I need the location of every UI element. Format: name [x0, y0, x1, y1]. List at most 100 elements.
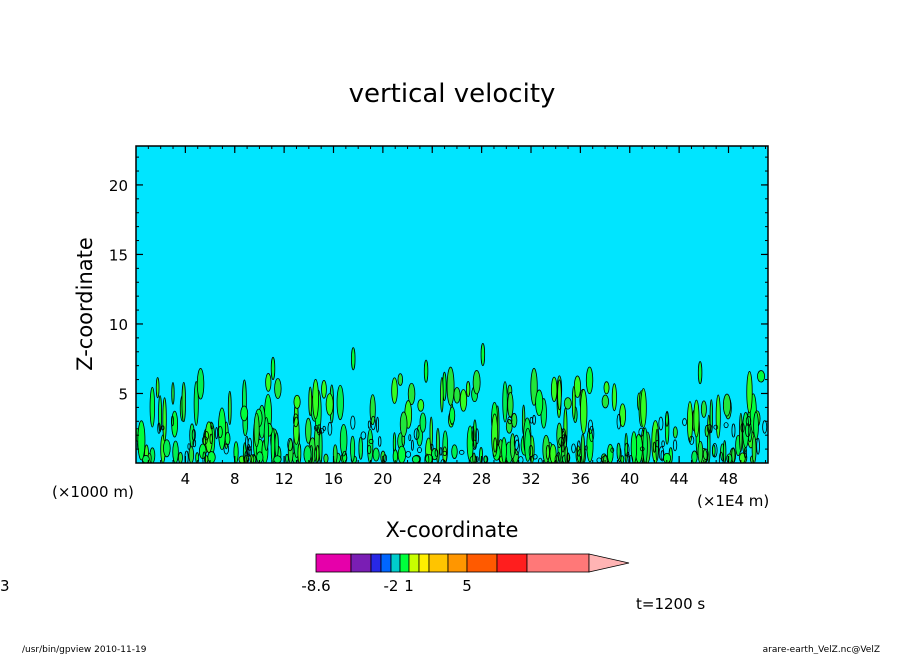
- downdraft-contour: [665, 411, 669, 427]
- updraft-contour: [697, 440, 704, 463]
- updraft-contour: [419, 412, 427, 433]
- downdraft-contour: [743, 447, 747, 459]
- updraft-contour: [318, 428, 323, 463]
- updraft-contour: [753, 411, 759, 441]
- colorbar-segment: [315, 553, 352, 573]
- updraft-contour: [611, 383, 617, 412]
- updraft-contour: [700, 400, 707, 418]
- colorbar-segment: [418, 553, 430, 573]
- colorbar-label: -2: [384, 577, 399, 595]
- y-tick-label: 5: [118, 385, 128, 403]
- updraft-contour: [171, 410, 178, 438]
- downdraft-contour: [475, 456, 479, 462]
- downdraft-contour: [434, 449, 439, 457]
- updraft-contour: [303, 445, 312, 463]
- downdraft-contour: [217, 425, 223, 439]
- updraft-contour: [155, 377, 160, 399]
- downdraft-contour: [376, 416, 379, 433]
- updraft-contour: [501, 437, 507, 463]
- downdraft-contour: [187, 443, 191, 450]
- downdraft-contour: [442, 450, 447, 456]
- x-unit-left: (×1000 m): [52, 483, 134, 501]
- updraft-contour: [429, 416, 433, 449]
- x-tick-label: 40: [620, 470, 639, 488]
- updraft-contour: [557, 379, 562, 411]
- downdraft-contour: [588, 425, 595, 442]
- updraft-contour: [178, 451, 183, 463]
- colorbar-segment: [380, 553, 392, 573]
- updraft-contour: [616, 442, 621, 460]
- downdraft-contour: [658, 416, 664, 431]
- downdraft-contour: [655, 439, 660, 448]
- downdraft-contour: [430, 443, 434, 451]
- updraft-contour: [399, 411, 408, 437]
- contour-band: [136, 343, 768, 463]
- downdraft-contour: [639, 446, 645, 452]
- downdraft-contour: [370, 415, 376, 431]
- updraft-contour: [550, 376, 558, 402]
- updraft-contour: [545, 444, 550, 460]
- downdraft-contour: [529, 416, 534, 424]
- updraft-contour: [321, 380, 327, 399]
- x-tick-label: 24: [423, 470, 442, 488]
- downdraft-contour: [439, 447, 443, 456]
- updraft-contour: [137, 420, 146, 461]
- updraft-contour: [722, 393, 731, 417]
- downdraft-contour: [360, 431, 367, 440]
- downdraft-contour: [658, 446, 665, 461]
- updraft-contour: [265, 373, 272, 392]
- colorbar-segment: [370, 553, 382, 573]
- updraft-contour: [449, 406, 456, 425]
- downdraft-contour: [616, 413, 622, 430]
- updraft-contour: [535, 389, 544, 417]
- colorbar-segment: [526, 553, 590, 573]
- y-tick-label: 10: [109, 316, 128, 334]
- updraft-contour: [502, 381, 508, 423]
- x-tick-label: 4: [181, 470, 191, 488]
- colorbar-segment: [408, 553, 420, 573]
- x-tick-label: 28: [472, 470, 491, 488]
- updraft-contour: [240, 405, 249, 422]
- updraft-contour: [606, 443, 614, 463]
- updraft-contour: [315, 445, 320, 463]
- downdraft-contour: [587, 419, 594, 434]
- colorbar: [315, 553, 630, 573]
- updraft-contour: [601, 394, 609, 409]
- plot-area: [135, 145, 769, 464]
- updraft-contour: [757, 370, 766, 383]
- updraft-contour: [336, 384, 344, 421]
- updraft-contour: [391, 377, 398, 404]
- downdraft-contour: [682, 418, 687, 426]
- downdraft-contour: [161, 425, 165, 431]
- updraft-contour: [693, 399, 700, 438]
- downdraft-contour: [638, 427, 644, 437]
- updraft-contour: [746, 371, 753, 414]
- updraft-contour: [472, 452, 476, 463]
- updraft-contour: [253, 412, 260, 448]
- tall-plume-contour: [480, 343, 486, 367]
- updraft-contour: [440, 377, 444, 413]
- colorbar-label: -8.6: [301, 577, 330, 595]
- time-label: t=1200 s: [636, 595, 705, 613]
- downdraft-contour: [661, 440, 665, 448]
- updraft-contour: [332, 444, 338, 463]
- downdraft-contour: [327, 421, 333, 436]
- updraft-contour: [691, 450, 698, 463]
- updraft-contour: [672, 426, 678, 439]
- updraft-contour: [358, 436, 363, 460]
- downdraft-contour: [322, 425, 326, 431]
- downdraft-contour: [672, 439, 678, 452]
- updraft-contour: [293, 394, 301, 409]
- updraft-contour: [571, 386, 576, 420]
- updraft-contour: [297, 443, 302, 463]
- updraft-contour: [323, 453, 329, 463]
- x-axis: 4 8 12 16 20 24 28 32 36 40 44 48: [135, 146, 767, 488]
- updraft-contour: [274, 378, 282, 400]
- updraft-contour: [603, 381, 610, 395]
- updraft-contour: [171, 382, 175, 405]
- downdraft-contour: [652, 441, 656, 453]
- updraft-contour: [397, 373, 404, 386]
- downdraft-contour: [405, 450, 412, 458]
- x-tick-label: 8: [230, 470, 240, 488]
